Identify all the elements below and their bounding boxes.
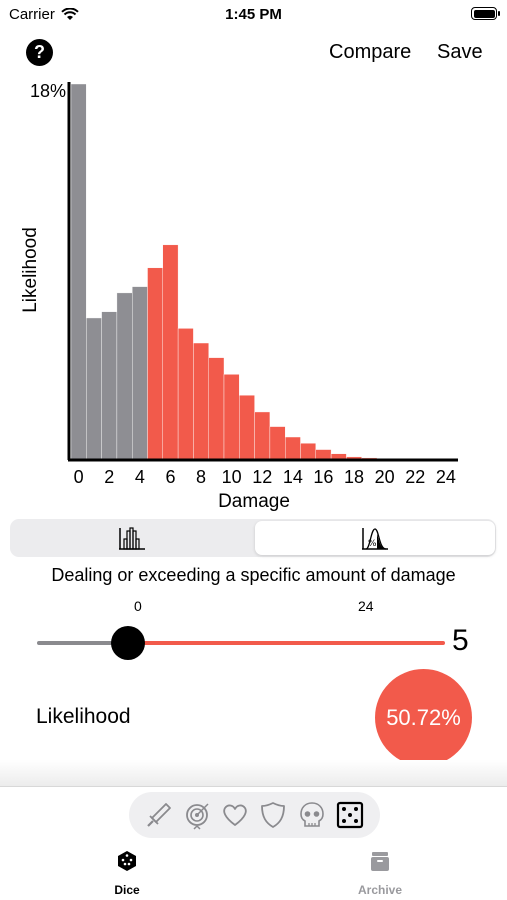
svg-text:%: % [368, 539, 377, 549]
skull-icon[interactable] [297, 800, 327, 830]
save-button[interactable]: Save [437, 41, 483, 63]
bar-5 [147, 267, 164, 461]
y-max-label: 18% [30, 81, 66, 101]
x-tick-12: 12 [252, 467, 272, 487]
carrier-label: Carrier [9, 6, 55, 23]
slider-value: 5 [452, 624, 469, 657]
bar-6 [162, 244, 179, 461]
shield-icon[interactable] [258, 800, 288, 830]
x-tick-2: 2 [104, 467, 114, 487]
x-tick-14: 14 [283, 467, 303, 487]
compare-button[interactable]: Compare [329, 41, 412, 63]
bar-11 [239, 395, 255, 461]
slider-max-label: 24 [358, 598, 374, 614]
bar-7 [177, 328, 194, 461]
bar-16 [315, 449, 332, 461]
status-time: 1:45 PM [225, 6, 282, 23]
slider-track-above[interactable] [127, 641, 445, 645]
mode-caption: Dealing or exceeding a specific amount o… [51, 565, 456, 585]
likelihood-value: 50.72% [386, 704, 461, 730]
x-tick-22: 22 [405, 467, 425, 487]
tab-archive-label: Archive [357, 883, 403, 897]
heart-icon[interactable] [220, 800, 250, 830]
x-tick-16: 16 [313, 467, 333, 487]
bar-15 [300, 443, 317, 461]
slider-track-below[interactable] [37, 641, 127, 645]
carrier: Carrier [9, 6, 79, 23]
likelihood-label: Likelihood [36, 705, 131, 728]
slider-min-label: 0 [134, 598, 142, 614]
bar-3 [116, 292, 133, 461]
mode-segmented-control: % [10, 519, 496, 557]
bar-4 [131, 286, 148, 461]
bar-13 [269, 426, 286, 461]
x-tick-20: 20 [375, 467, 395, 487]
likelihood-badge: 50.72% [375, 669, 472, 766]
bar-10 [223, 374, 240, 461]
content-bottom-shade [0, 760, 507, 786]
battery-icon [471, 7, 500, 20]
dice-icon[interactable] [335, 800, 365, 830]
segment-distribution[interactable] [12, 521, 252, 555]
distribution-icon [119, 527, 145, 550]
bar-8 [193, 342, 209, 461]
x-tick-4: 4 [135, 467, 145, 487]
x-tick-8: 8 [196, 467, 206, 487]
archive-icon [371, 852, 389, 871]
damage-slider-thumb[interactable] [111, 626, 145, 660]
cumulative-percent-icon: % [362, 528, 388, 550]
status-bar: Carrier 1:45 PM [0, 0, 507, 30]
help-button[interactable]: ? [26, 39, 53, 66]
bar-0 [70, 83, 87, 461]
chart-bars [70, 83, 439, 461]
bar-9 [208, 357, 225, 461]
tab-dice[interactable]: Dice [87, 850, 167, 897]
x-tick-0: 0 [74, 467, 84, 487]
x-axis-label: Damage [218, 491, 290, 512]
x-tick-labels: 0 2 4 6 8 10 12 14 16 18 20 22 24 [74, 467, 456, 487]
segment-cumulative[interactable]: % [255, 521, 495, 555]
bar-1 [86, 317, 102, 461]
bar-14 [285, 436, 301, 461]
bar-2 [101, 311, 118, 461]
tab-dice-label: Dice [114, 883, 140, 897]
wifi-icon [61, 8, 79, 20]
bar-12 [254, 411, 271, 461]
damage-distribution-chart: 18% Likelihood 0 2 4 6 8 10 12 14 16 18 20 22 24 Dam… [20, 81, 458, 512]
dice-tab-icon [118, 851, 136, 871]
y-axis-label: Likelihood [20, 227, 41, 313]
x-tick-6: 6 [165, 467, 175, 487]
tab-archive[interactable]: Archive [340, 850, 420, 897]
x-tick-10: 10 [222, 467, 242, 487]
x-tick-18: 18 [344, 467, 364, 487]
sword-icon[interactable] [144, 800, 174, 830]
x-tick-24: 24 [436, 467, 456, 487]
target-icon[interactable] [182, 800, 212, 830]
